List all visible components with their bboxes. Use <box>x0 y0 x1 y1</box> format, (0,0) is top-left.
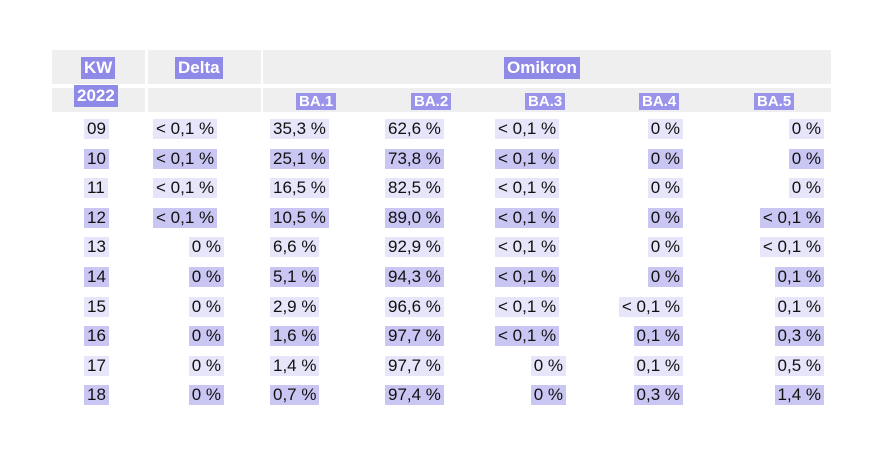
cell-ba2: 92,9 % <box>385 237 444 257</box>
cell-kw: 14 <box>84 267 109 287</box>
cell-ba5: < 0,1 % <box>759 237 824 257</box>
cell-ba5: 0,5 % <box>774 356 824 376</box>
cell-ba2: 89,0 % <box>385 208 444 228</box>
cell-ba4: 0 % <box>647 178 683 198</box>
subheader-band-delta <box>148 88 261 112</box>
cell-ba1: 10,5 % <box>270 208 329 228</box>
cell-delta: < 0,1 % <box>153 149 218 169</box>
cell-ba2: 97,7 % <box>385 356 444 376</box>
cell-ba2: 94,3 % <box>385 267 444 287</box>
cell-ba5: 1,4 % <box>774 385 824 405</box>
cell-ba3: < 0,1 % <box>495 208 560 228</box>
cell-ba3: < 0,1 % <box>495 237 560 257</box>
cell-ba2: 62,6 % <box>385 119 444 139</box>
cell-ba1: 2,9 % <box>270 297 320 317</box>
cell-delta: 0 % <box>188 297 224 317</box>
cell-delta: < 0,1 % <box>153 208 218 228</box>
cell-ba4: 0 % <box>647 237 683 257</box>
cell-ba3: 0 % <box>530 356 566 376</box>
header-year: 2022 <box>74 85 118 107</box>
cell-ba2: 96,6 % <box>385 297 444 317</box>
cell-ba5: 0 % <box>788 119 824 139</box>
cell-kw: 17 <box>84 356 109 376</box>
cell-ba3: < 0,1 % <box>495 149 560 169</box>
cell-delta: 0 % <box>188 385 224 405</box>
cell-ba2: 82,5 % <box>385 178 444 198</box>
header-kw: KW <box>81 57 116 79</box>
subheader-ba1: BA.1 <box>296 93 337 110</box>
cell-ba5: 0,1 % <box>774 297 824 317</box>
cell-delta: < 0,1 % <box>153 178 218 198</box>
cell-ba4: 0 % <box>647 119 683 139</box>
cell-ba1: 5,1 % <box>270 267 320 287</box>
cell-ba4: 0 % <box>647 267 683 287</box>
cell-ba1: 0,7 % <box>270 385 320 405</box>
cell-ba2: 97,7 % <box>385 326 444 346</box>
subheader-ba5: BA.5 <box>754 93 795 110</box>
cell-ba5: 0,3 % <box>774 326 824 346</box>
cell-ba1: 1,6 % <box>270 326 320 346</box>
cell-ba4: 0 % <box>647 149 683 169</box>
cell-ba3: < 0,1 % <box>495 326 560 346</box>
cell-ba4: < 0,1 % <box>618 297 683 317</box>
cell-ba4: 0,1 % <box>633 326 683 346</box>
subheader-ba4: BA.4 <box>639 93 680 110</box>
cell-delta: 0 % <box>188 326 224 346</box>
cell-ba3: < 0,1 % <box>495 267 560 287</box>
cell-delta: < 0,1 % <box>153 119 218 139</box>
cell-ba3: < 0,1 % <box>495 297 560 317</box>
cell-kw: 15 <box>84 297 109 317</box>
cell-ba5: 0,1 % <box>774 267 824 287</box>
cell-ba1: 16,5 % <box>270 178 329 198</box>
cell-delta: 0 % <box>188 237 224 257</box>
cell-ba4: 0 % <box>647 208 683 228</box>
cell-ba1: 1,4 % <box>270 356 320 376</box>
subheader-ba3: BA.3 <box>525 93 566 110</box>
cell-ba4: 0,3 % <box>633 385 683 405</box>
cell-kw: 10 <box>84 149 109 169</box>
cell-ba3: < 0,1 % <box>495 178 560 198</box>
cell-kw: 12 <box>84 208 109 228</box>
cell-ba3: 0 % <box>530 385 566 405</box>
cell-ba5: 0 % <box>788 149 824 169</box>
cell-ba4: 0,1 % <box>633 356 683 376</box>
cell-delta: 0 % <box>188 356 224 376</box>
cell-ba5: < 0,1 % <box>759 208 824 228</box>
subheader-ba2: BA.2 <box>411 93 452 110</box>
cell-ba1: 25,1 % <box>270 149 329 169</box>
header-omikron: Omikron <box>504 57 580 79</box>
cell-ba1: 35,3 % <box>270 119 329 139</box>
cell-delta: 0 % <box>188 267 224 287</box>
header-delta: Delta <box>175 57 223 79</box>
cell-ba5: 0 % <box>788 178 824 198</box>
cell-ba3: < 0,1 % <box>495 119 560 139</box>
cell-ba2: 97,4 % <box>385 385 444 405</box>
cell-kw: 13 <box>84 237 109 257</box>
cell-ba1: 6,6 % <box>270 237 320 257</box>
cell-ba2: 73,8 % <box>385 149 444 169</box>
cell-kw: 18 <box>84 385 109 405</box>
cell-kw: 11 <box>84 178 108 198</box>
cell-kw: 09 <box>84 119 109 139</box>
cell-kw: 16 <box>84 326 109 346</box>
